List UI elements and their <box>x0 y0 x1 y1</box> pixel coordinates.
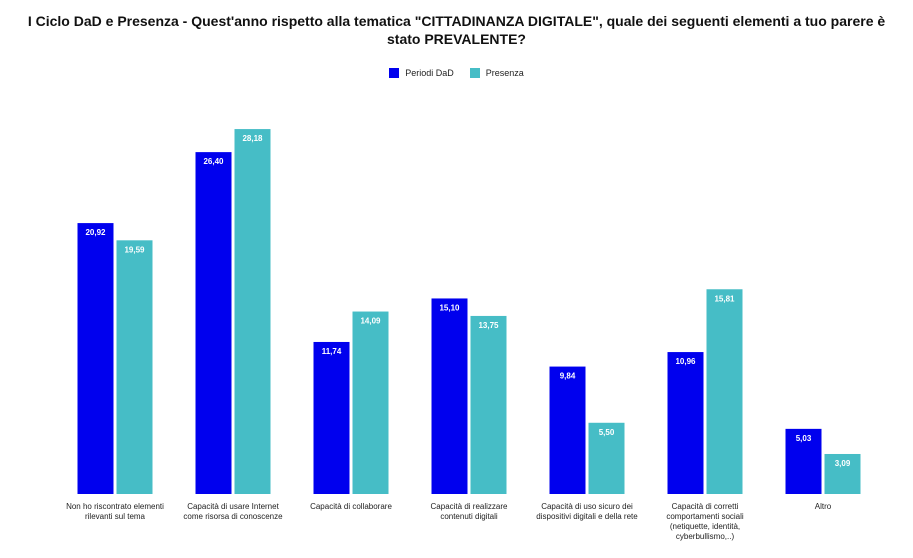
bar-dad-3 <box>431 298 468 494</box>
legend-label-presenza: Presenza <box>485 68 524 78</box>
chart-legend: Periodi DaD Presenza <box>0 68 913 78</box>
bar-presenza-5 <box>706 289 743 494</box>
category-label-2: Capacità di collaborare <box>310 502 392 511</box>
bar-presenza-6 <box>824 453 861 494</box>
bar-dad-5 <box>667 352 704 494</box>
bar-dad-1 <box>195 152 232 494</box>
legend-item-presenza: Presenza <box>469 68 524 78</box>
data-label-dad-5: 10,96 <box>675 357 696 366</box>
bar-presenza-1 <box>234 129 271 494</box>
legend-label-dad: Periodi DaD <box>405 68 454 78</box>
chart-title-line-1: I Ciclo DaD e Presenza - Quest'anno risp… <box>27 13 886 29</box>
chart-title-line-2: stato PREVALENTE? <box>387 31 526 47</box>
data-label-presenza-3: 13,75 <box>478 321 499 330</box>
bar-presenza-0 <box>116 240 153 494</box>
bar-presenza-4 <box>588 422 625 494</box>
category-label-5: Capacità di corretti comportamenti social… <box>666 502 744 541</box>
category-label-1: Capacità di usare Internet come risorsa d… <box>183 502 283 521</box>
data-label-dad-2: 11,74 <box>322 347 342 356</box>
data-label-dad-3: 15,10 <box>439 303 460 312</box>
bar-dad-0 <box>77 223 114 494</box>
category-label-3: Capacità di realizzare contenuti digitali <box>430 502 508 521</box>
bar-dad-6 <box>785 428 822 494</box>
data-label-dad-6: 5,03 <box>796 434 812 443</box>
data-label-presenza-5: 15,81 <box>714 294 735 303</box>
category-label-4: Capacità di uso sicuro dei dispositivi di… <box>536 502 638 521</box>
data-label-dad-0: 20,92 <box>85 228 106 237</box>
legend-item-dad: Periodi DaD <box>389 68 454 78</box>
legend-swatch-presenza <box>469 68 480 78</box>
bar-presenza-2 <box>352 311 389 494</box>
bar-presenza-3 <box>470 315 507 494</box>
category-label-0: Non ho riscontrato elementi rilevanti sul… <box>66 502 164 521</box>
bar-dad-4 <box>549 366 586 494</box>
legend-swatch-dad <box>389 68 400 78</box>
category-label-6: Altro <box>814 502 832 511</box>
data-label-presenza-0: 19,59 <box>124 245 145 254</box>
data-label-dad-1: 26,40 <box>203 157 224 166</box>
data-label-presenza-1: 28,18 <box>242 134 263 143</box>
data-label-presenza-4: 5,50 <box>599 428 615 437</box>
chart-title: I Ciclo DaD e Presenza - Quest'anno risp… <box>0 12 913 48</box>
bar-dad-2 <box>313 341 350 494</box>
data-label-presenza-2: 14,09 <box>360 317 381 326</box>
data-label-dad-4: 9,84 <box>560 372 576 381</box>
data-label-presenza-6: 3,09 <box>835 459 851 468</box>
